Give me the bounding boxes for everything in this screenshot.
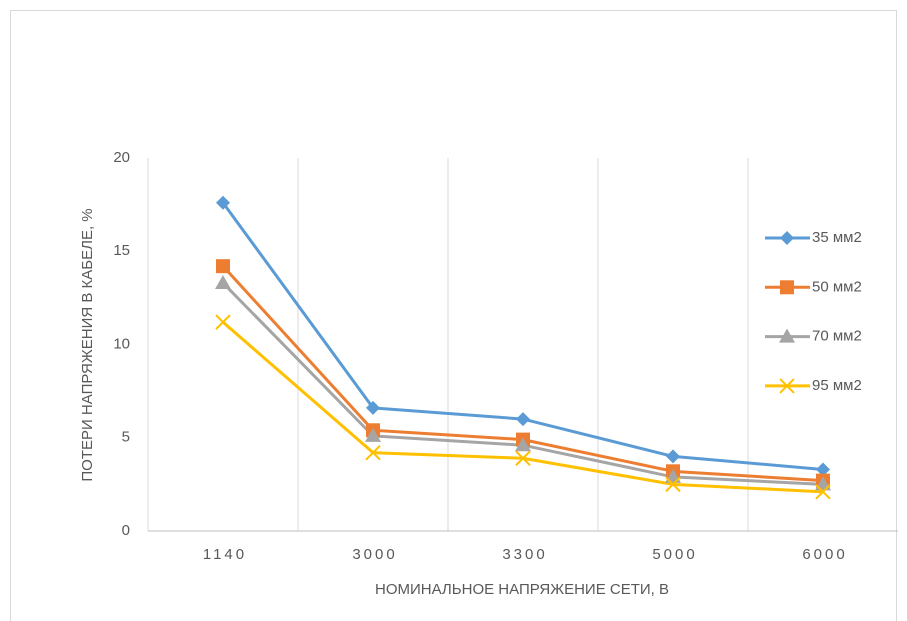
legend-label: 95 мм2 (812, 377, 862, 394)
y-axis-label: ПОТЕРИ НАПРЯЖЕНИЯ В КАБЕЛЕ, % (79, 208, 96, 481)
y-tick-label: 0 (122, 522, 130, 539)
legend-marker (780, 231, 794, 245)
marker (215, 274, 231, 289)
marker (366, 400, 380, 415)
x-tick-label: 3000 (352, 546, 397, 563)
x-tick-label: 6000 (802, 546, 847, 563)
marker (816, 462, 830, 477)
marker (365, 444, 381, 461)
marker (216, 195, 230, 210)
x-tick-label: 3300 (502, 546, 547, 563)
legend-label: 50 мм2 (812, 278, 862, 295)
marker (665, 476, 681, 493)
marker (515, 450, 531, 466)
marker (215, 314, 231, 330)
marker (516, 412, 530, 427)
legend-marker (779, 328, 795, 343)
y-tick-label: 15 (113, 242, 130, 259)
x-axis-label: НОМИНАЛЬНОЕ НАПРЯЖЕНИЕ СЕТИ, В (375, 581, 669, 598)
y-tick-label: 20 (113, 149, 130, 166)
marker (515, 437, 531, 452)
y-tick-label: 10 (113, 335, 130, 352)
x-tick-label: 5000 (652, 546, 697, 563)
legend-marker (779, 378, 795, 394)
legend-marker (780, 280, 794, 295)
marker (815, 484, 831, 500)
marker (216, 259, 230, 274)
marker (365, 427, 381, 442)
x-tick-label: 1140 (203, 546, 247, 563)
y-tick-label: 5 (122, 429, 130, 446)
chart-border (10, 10, 897, 621)
marker (666, 449, 680, 464)
legend-label: 35 мм2 (812, 229, 862, 246)
legend-label: 70 мм2 (812, 328, 862, 345)
